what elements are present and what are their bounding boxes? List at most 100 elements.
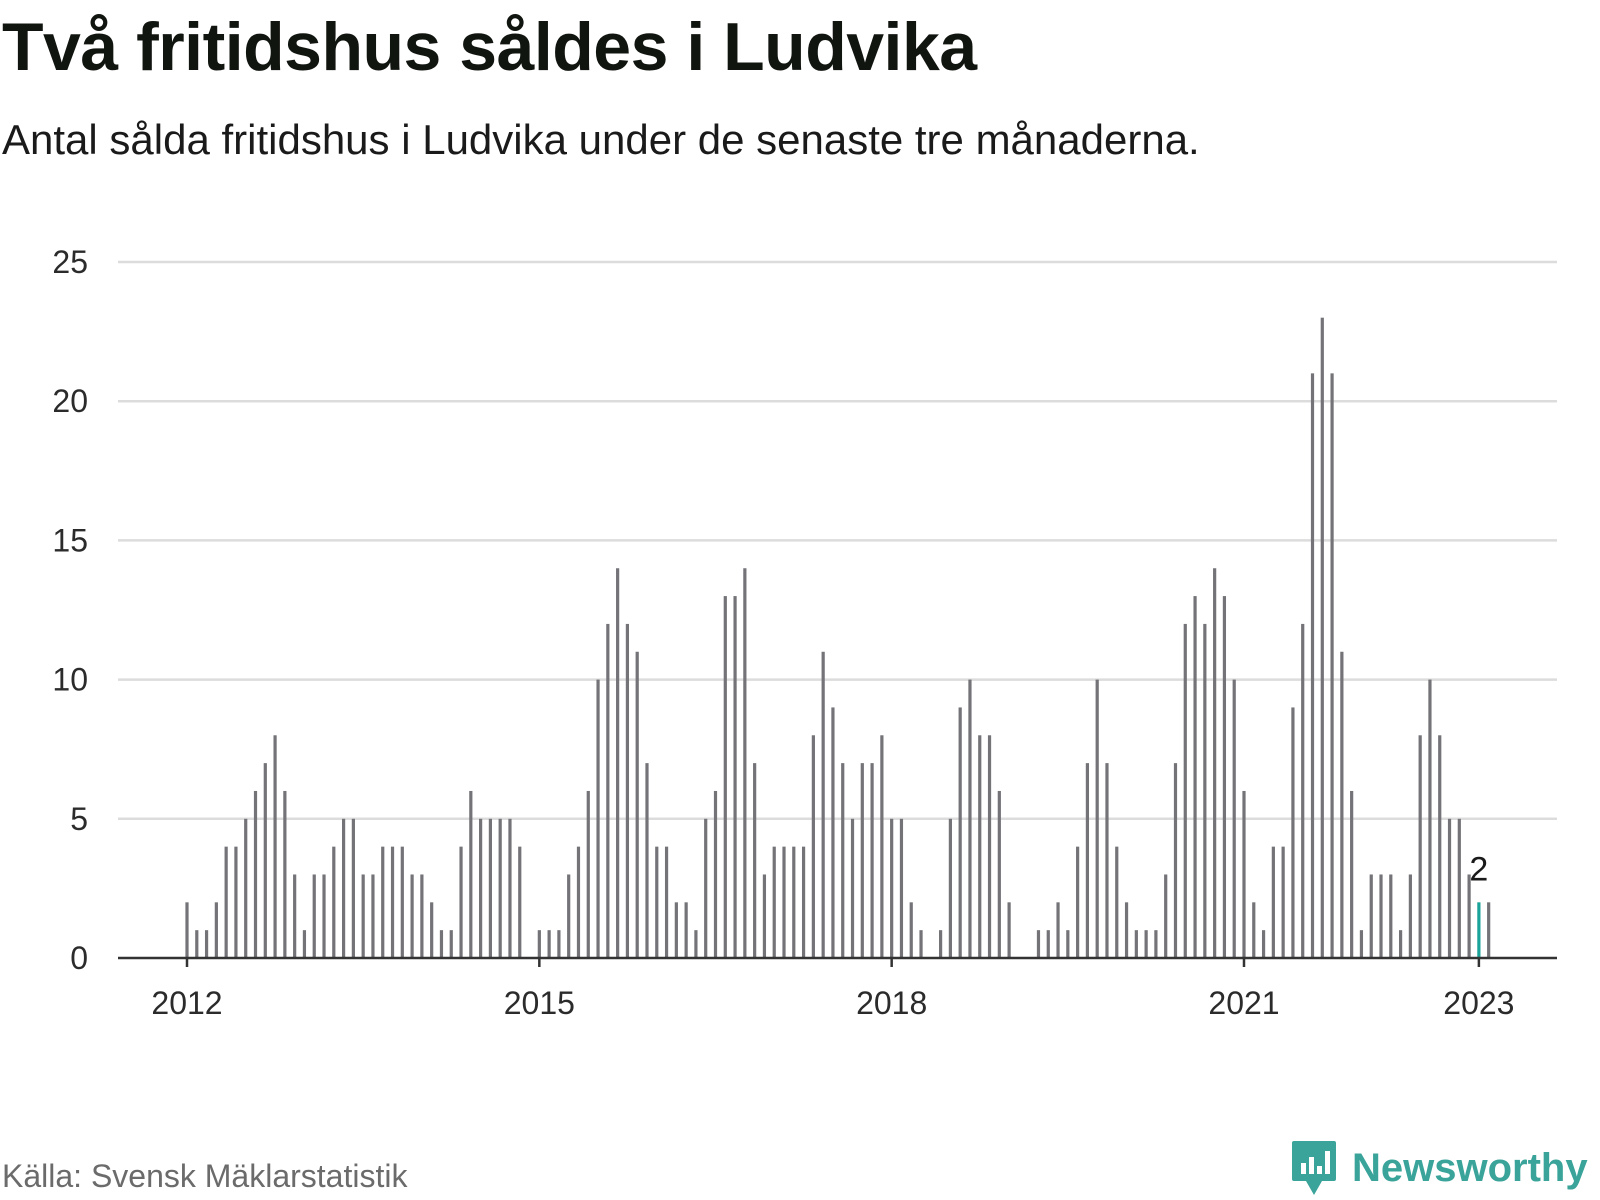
bar xyxy=(1203,623,1207,958)
bar xyxy=(283,790,287,958)
bar xyxy=(1310,373,1315,958)
y-tick-label: 0 xyxy=(70,940,88,976)
y-tick-label: 15 xyxy=(52,522,88,558)
bar xyxy=(1095,679,1099,958)
bar xyxy=(655,846,659,958)
x-tick-label: 2015 xyxy=(504,985,575,1021)
brand-logo: Newsworthy xyxy=(1290,1138,1588,1198)
bar xyxy=(547,930,551,958)
bar xyxy=(723,596,727,958)
gridlines xyxy=(118,260,1557,821)
y-tick-label: 10 xyxy=(52,662,88,698)
source-note: Källa: Svensk Mäklarstatistik xyxy=(2,1158,408,1194)
bar xyxy=(870,763,874,958)
bar xyxy=(1438,735,1442,958)
bar xyxy=(1359,930,1364,958)
bar xyxy=(987,735,992,958)
bar xyxy=(1369,874,1373,958)
bar xyxy=(1036,930,1041,958)
bar xyxy=(831,707,835,958)
bar xyxy=(1046,930,1050,958)
bar xyxy=(762,874,767,958)
bar xyxy=(381,846,385,958)
bar xyxy=(1320,317,1324,958)
bar xyxy=(1124,902,1129,958)
bar xyxy=(1007,902,1011,958)
bar xyxy=(204,930,209,958)
bar xyxy=(586,790,590,958)
bar xyxy=(1232,679,1236,958)
bar xyxy=(371,874,375,958)
annotations: 2 xyxy=(1469,850,1488,888)
bar-chart: 0 5 10 15 20 25 2012 2015 2018 2021 2023 2 xyxy=(52,244,1557,1021)
bar xyxy=(361,874,365,958)
bar xyxy=(1242,790,1246,958)
bar xyxy=(1222,596,1227,958)
bar xyxy=(341,818,346,958)
bar xyxy=(1056,902,1060,958)
bar xyxy=(616,568,620,958)
x-tick-label: 2018 xyxy=(856,985,927,1021)
bar xyxy=(1428,679,1432,958)
bar xyxy=(1467,874,1471,958)
bar xyxy=(273,735,277,958)
bar xyxy=(792,846,796,958)
bar xyxy=(1398,930,1403,958)
bar xyxy=(821,651,825,958)
bar xyxy=(596,679,600,958)
bar xyxy=(459,846,463,958)
bar xyxy=(1183,623,1187,958)
bar xyxy=(713,790,718,958)
bar xyxy=(488,818,492,958)
bar xyxy=(430,902,434,958)
bar xyxy=(753,763,757,958)
highlight-value-label: 2 xyxy=(1469,850,1488,888)
bar xyxy=(1144,930,1148,958)
bar xyxy=(322,874,326,958)
bar xyxy=(694,930,698,958)
x-tick-label: 2021 xyxy=(1208,985,1279,1021)
bar xyxy=(919,930,923,958)
bar xyxy=(1389,874,1393,958)
bar xyxy=(645,763,649,958)
bar xyxy=(674,902,678,958)
bar xyxy=(1154,930,1158,958)
bar xyxy=(557,930,561,958)
bar xyxy=(1193,596,1197,958)
bar xyxy=(733,596,737,958)
bar xyxy=(968,679,972,958)
bar xyxy=(224,846,228,958)
bar xyxy=(567,874,571,958)
bar xyxy=(479,818,483,958)
bar xyxy=(1350,790,1354,958)
bar xyxy=(332,846,336,958)
bar xyxy=(302,930,307,958)
bar xyxy=(1477,902,1481,958)
bar xyxy=(400,846,404,958)
bar xyxy=(312,874,316,958)
bar xyxy=(351,818,355,958)
bar xyxy=(978,735,982,958)
bar xyxy=(1340,651,1344,958)
bar xyxy=(782,846,786,958)
bar xyxy=(537,930,541,958)
bar xyxy=(244,818,248,958)
bar xyxy=(293,874,297,958)
bar xyxy=(439,930,444,958)
bar xyxy=(1447,818,1452,958)
bar xyxy=(860,763,864,958)
bar xyxy=(508,818,512,958)
bar xyxy=(1105,763,1109,958)
bar xyxy=(1173,763,1178,958)
bar xyxy=(625,623,630,958)
bar xyxy=(1301,623,1305,958)
bar xyxy=(958,707,962,958)
bar xyxy=(449,930,453,958)
bar xyxy=(1281,846,1285,958)
bar xyxy=(664,846,669,958)
bar xyxy=(214,902,218,958)
y-tick-label: 5 xyxy=(70,801,88,837)
bar xyxy=(841,763,845,958)
bar xyxy=(1252,902,1256,958)
bar xyxy=(1291,707,1295,958)
